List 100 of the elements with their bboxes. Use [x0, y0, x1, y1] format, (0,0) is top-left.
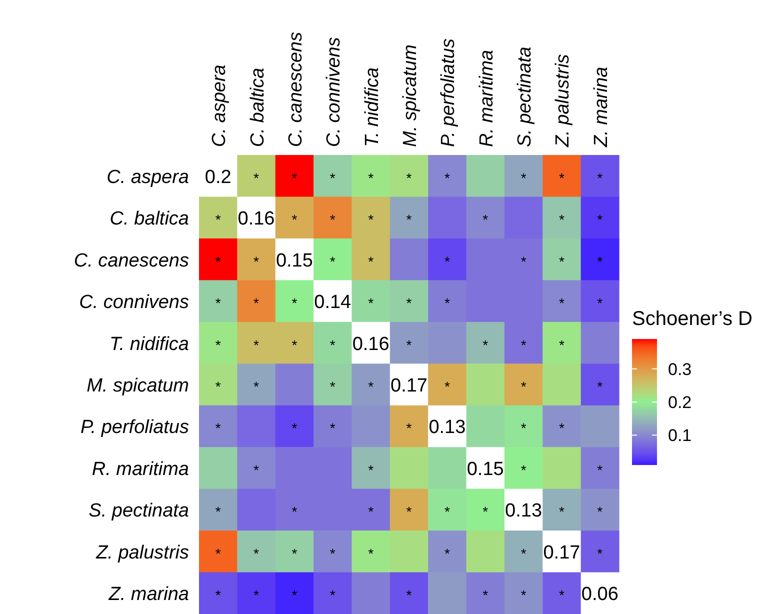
data-label: *: [215, 295, 222, 312]
data-label: *: [292, 420, 298, 436]
data-label: *: [368, 212, 374, 228]
text: 0.15: [276, 250, 313, 272]
data-label: *: [292, 545, 298, 562]
data-label: *: [330, 253, 336, 270]
text: 0.13: [428, 417, 466, 438]
data-label: *: [559, 587, 565, 604]
data-label: *: [368, 545, 374, 562]
data-label: *: [368, 253, 374, 270]
data-label: *: [520, 253, 527, 270]
data-label: *: [406, 420, 412, 436]
data-label: *: [215, 253, 222, 270]
y-tick-label: C. baltica: [110, 208, 189, 230]
x-tick-label: S. pectinata: [514, 46, 536, 147]
data-label: *: [215, 587, 222, 604]
data-label: *: [597, 253, 604, 270]
data-label: *: [597, 462, 604, 478]
data-label: *: [254, 170, 260, 186]
data-label: *: [292, 212, 298, 228]
text: 0.17: [390, 376, 428, 396]
y-tick-label: C. aspera: [106, 166, 189, 188]
data-label: *: [406, 336, 412, 353]
y-tick-label: C. canescens: [74, 250, 190, 272]
y-tick-label: M. spicatum: [86, 376, 189, 396]
legend-title: Schoener’s D: [632, 308, 752, 330]
data-label: *: [559, 504, 565, 520]
data-label: *: [406, 504, 412, 520]
x-tick-label: T. nidifica: [362, 67, 383, 147]
data-label: *: [482, 504, 489, 520]
data-label: *: [254, 295, 260, 312]
data-label: *: [254, 587, 260, 604]
data-label: *: [406, 295, 412, 312]
data-label: *: [406, 587, 412, 604]
data-label: *: [482, 587, 489, 604]
x-tick-label: Z. marina: [590, 66, 612, 148]
color-bar-label: 0.2: [668, 393, 692, 412]
data-label: *: [597, 504, 604, 520]
data-label: *: [330, 420, 336, 436]
data-label: *: [292, 504, 298, 520]
y-tick-label: Z. marina: [108, 584, 189, 606]
data-label: *: [520, 420, 527, 436]
data-label: *: [444, 378, 450, 394]
data-label: *: [330, 170, 336, 186]
data-label: *: [559, 253, 565, 270]
data-label: *: [444, 170, 450, 186]
data-label: *: [254, 462, 260, 478]
data-label: *: [330, 336, 336, 353]
color-bar-label: 0.1: [668, 426, 692, 446]
data-label: *: [520, 378, 527, 394]
data-label: *: [444, 295, 450, 312]
x-tick-label: M. spicatum: [400, 44, 421, 147]
data-label: *: [559, 420, 565, 436]
y-tick-label: Z. palustris: [95, 542, 190, 564]
data-label: *: [215, 212, 222, 228]
data-label: *: [597, 378, 604, 394]
data-label: *: [406, 212, 412, 228]
y-tick-label: P. perfoliatus: [80, 417, 190, 438]
y-tick-label: C. connivens: [79, 292, 190, 314]
data-label: *: [292, 170, 298, 186]
text: 0.17: [543, 542, 580, 564]
data-label: *: [520, 587, 527, 604]
data-label: *: [368, 295, 374, 312]
data-label: *: [368, 504, 374, 520]
data-label: *: [520, 170, 527, 186]
data-label: *: [406, 170, 412, 186]
data-label: *: [444, 545, 450, 562]
data-label: *: [330, 212, 336, 228]
text: 0.16: [238, 208, 275, 230]
data-label: *: [254, 378, 260, 394]
data-label: *: [292, 587, 298, 604]
data-label: *: [215, 336, 222, 353]
text: 0.06: [581, 584, 618, 606]
data-label: *: [520, 545, 527, 562]
data-label: *: [444, 504, 450, 520]
data-label: *: [292, 336, 298, 353]
x-tick-label: R. maritima: [476, 50, 498, 147]
data-label: *: [215, 420, 222, 436]
data-label: *: [444, 253, 450, 270]
data-label: *: [215, 378, 222, 394]
data-label: *: [330, 545, 336, 562]
data-label: *: [368, 378, 374, 394]
data-label: *: [482, 336, 489, 353]
data-label: *: [520, 462, 527, 478]
data-label: *: [597, 295, 604, 312]
x-tick-label: C. canescens: [285, 31, 306, 147]
data-label: *: [254, 253, 260, 270]
y-tick-label: R. maritima: [92, 458, 189, 480]
text: 0.13: [505, 500, 542, 522]
data-label: *: [559, 170, 565, 186]
text: 0.14: [314, 292, 352, 314]
text: 0.16: [352, 334, 390, 355]
data-label: *: [330, 587, 336, 604]
data-label: *: [482, 212, 489, 228]
color-bar-label: 0.3: [668, 360, 692, 379]
data-label: *: [215, 545, 222, 562]
data-label: *: [368, 462, 374, 478]
data-label: *: [520, 336, 527, 353]
data-label: *: [254, 336, 260, 353]
text: 0.2: [204, 166, 232, 188]
